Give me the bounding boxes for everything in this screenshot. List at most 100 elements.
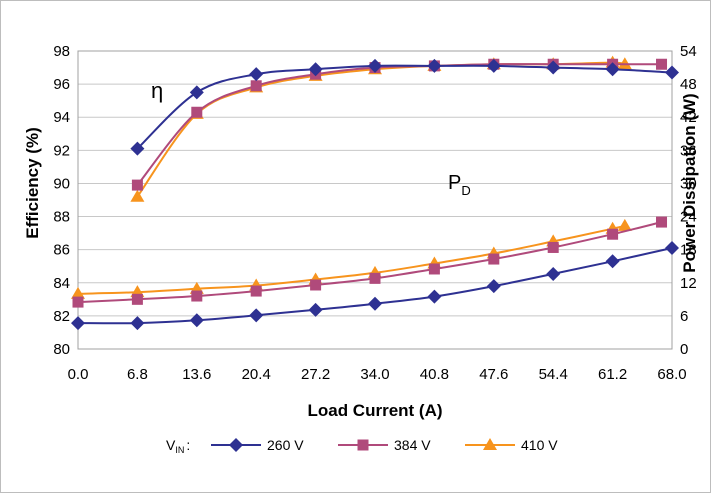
efficiency-line [136, 63, 662, 186]
power-point [308, 302, 323, 317]
y-left-tick-label: 98 [53, 43, 70, 60]
y-right-tick-label: 6 [680, 308, 688, 325]
legend-label: 410 V [521, 437, 558, 453]
y-left-tick-label: 92 [53, 142, 70, 159]
power-point [189, 313, 204, 328]
x-axis-label: Load Current (A) [307, 401, 442, 420]
efficiency-point [427, 58, 442, 73]
efficiency-line [136, 64, 673, 150]
power-symbol-subscript: D [461, 183, 470, 198]
y-right-tick-label: 36 [680, 142, 697, 159]
efficiency-point [130, 189, 145, 202]
power-point [665, 241, 679, 256]
x-tick-label: 0.0 [68, 366, 89, 383]
y-left-tick-label: 90 [53, 175, 70, 192]
power-point [310, 279, 322, 291]
power-point [249, 308, 264, 323]
legend-swatch-marker [357, 439, 369, 451]
x-tick-label: 20.4 [242, 366, 271, 383]
power-point [605, 254, 620, 269]
y-left-tick-label: 86 [53, 242, 70, 259]
power-point [72, 296, 84, 308]
y-left-tick-label: 80 [53, 341, 70, 358]
y-right-tick-label: 42 [680, 109, 697, 126]
power-point [607, 228, 619, 240]
legend-title-main: V [166, 437, 176, 453]
x-tick-label: 61.2 [598, 366, 627, 383]
power-point [428, 263, 440, 275]
efficiency-point [249, 67, 264, 82]
power-point [130, 316, 145, 331]
y-axis-label-left: Efficiency (%) [23, 127, 42, 238]
efficiency-point [189, 85, 204, 100]
power-point [656, 216, 668, 228]
power-line [77, 247, 673, 325]
legend: VIN: 260 V 384 V 410 V [166, 437, 558, 455]
x-tick-label: 47.6 [479, 366, 508, 383]
efficiency-point [656, 58, 668, 70]
legend-title-colon: : [186, 437, 190, 453]
x-tick-label: 13.6 [182, 366, 211, 383]
efficiency-point [130, 141, 145, 156]
power-symbol-main: P [448, 172, 461, 194]
y-left-tick-label: 94 [53, 109, 70, 126]
power-point [131, 293, 143, 305]
power-point [546, 266, 561, 281]
x-tick-label: 68.0 [657, 366, 686, 383]
y-right-tick-label: 54 [680, 43, 697, 60]
x-tick-label: 40.8 [420, 366, 449, 383]
x-tick-label: 27.2 [301, 366, 330, 383]
y-left-tick-label: 84 [53, 275, 70, 292]
efficiency-symbol: η [151, 78, 163, 103]
efficiency-point [605, 62, 620, 77]
y-right-tick-label: 18 [680, 242, 697, 259]
power-point [488, 253, 500, 265]
y-right-tick-label: 24 [680, 209, 697, 226]
efficiency-point [250, 80, 262, 92]
x-tick-label: 54.4 [539, 366, 568, 383]
efficiency-point [368, 58, 382, 73]
series-260-v [71, 58, 679, 331]
y-right-tick-label: 48 [680, 76, 697, 93]
power-point [250, 285, 262, 297]
power-point [71, 316, 85, 331]
legend-label: 260 V [267, 437, 304, 453]
efficiency-point [308, 62, 323, 77]
legend-swatch-marker [229, 438, 243, 452]
efficiency-point [665, 65, 679, 80]
efficiency-line [136, 61, 625, 198]
axes: 80 82 84 86 88 90 92 94 96 98 0 6 12 18 24 30 36 42 48 54 0.… [53, 43, 696, 383]
power-point [617, 218, 632, 231]
efficiency-point [131, 179, 143, 191]
x-tick-label: 34.0 [360, 366, 389, 383]
power-line [77, 224, 626, 295]
power-point [369, 272, 381, 284]
y-right-tick-label: 30 [680, 175, 697, 192]
legend-swatch-marker [483, 438, 497, 450]
legend-item: 260 V [211, 437, 304, 453]
legend-label: 384 V [394, 437, 431, 453]
y-left-tick-label: 82 [53, 308, 70, 325]
legend-title-subscript: IN [175, 445, 184, 455]
legend-item: 384 V [338, 437, 431, 453]
y-left-tick-label: 88 [53, 209, 70, 226]
y-left-tick-label: 96 [53, 76, 70, 93]
y-axis-label-right: Power Dissipation (W) [680, 93, 699, 272]
legend-items: 260 V 384 V 410 V [211, 437, 558, 453]
plot-area-border [77, 50, 673, 350]
power-point [486, 279, 501, 294]
power-point [368, 296, 382, 311]
power-point [71, 286, 85, 299]
legend-title: VIN: [166, 437, 190, 455]
power-point [547, 241, 559, 253]
efficiency-point [546, 60, 561, 75]
x-tick-label: 6.8 [127, 366, 148, 383]
y-right-tick-label: 0 [680, 341, 688, 358]
y-right-tick-label: 12 [680, 275, 697, 292]
efficiency-point [191, 106, 203, 118]
efficiency-point [486, 58, 501, 73]
power-point [191, 290, 203, 302]
power-point [427, 289, 442, 304]
